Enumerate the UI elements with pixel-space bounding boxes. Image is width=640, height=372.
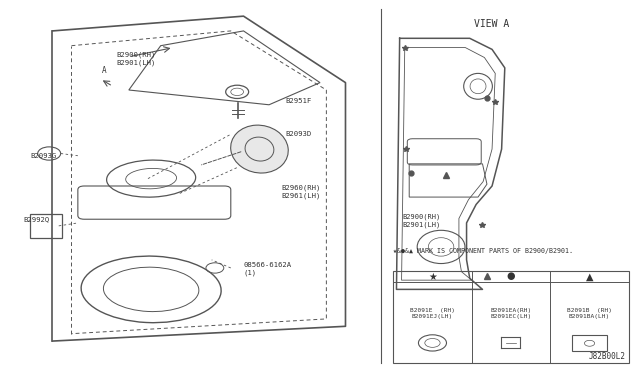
- Text: B2900(RH)
B2901(LH): B2900(RH) B2901(LH): [116, 51, 156, 66]
- Text: B2091B  (RH)
B2091BA(LH): B2091B (RH) B2091BA(LH): [567, 308, 612, 319]
- Text: B2093D: B2093D: [285, 131, 311, 137]
- Text: B2900(RH)
B2901(LH): B2900(RH) B2901(LH): [403, 214, 441, 228]
- Text: J82B00L2: J82B00L2: [589, 352, 626, 361]
- Text: B2951F: B2951F: [285, 98, 311, 104]
- Ellipse shape: [230, 125, 288, 173]
- Text: B2091E  (RH)
B2091EJ(LH): B2091E (RH) B2091EJ(LH): [410, 308, 455, 319]
- Text: VIEW A: VIEW A: [474, 19, 509, 29]
- Text: B2093G: B2093G: [30, 154, 56, 160]
- Text: B2960(RH)
B2961(LH): B2960(RH) B2961(LH): [282, 184, 321, 199]
- Text: ★: ★: [428, 272, 437, 282]
- Text: ●: ●: [507, 272, 515, 282]
- Text: B2992Q: B2992Q: [24, 216, 50, 222]
- Text: A: A: [102, 66, 107, 76]
- Text: B2091EA(RH)
B2091EC(LH): B2091EA(RH) B2091EC(LH): [490, 308, 531, 319]
- Text: ★&●&▲ MARK IS COMPONENT PARTS OF B2900/B2901.: ★&●&▲ MARK IS COMPONENT PARTS OF B2900/B…: [394, 248, 573, 254]
- Text: ▲: ▲: [586, 272, 593, 282]
- Text: 08566-6162A
(1): 08566-6162A (1): [244, 262, 292, 276]
